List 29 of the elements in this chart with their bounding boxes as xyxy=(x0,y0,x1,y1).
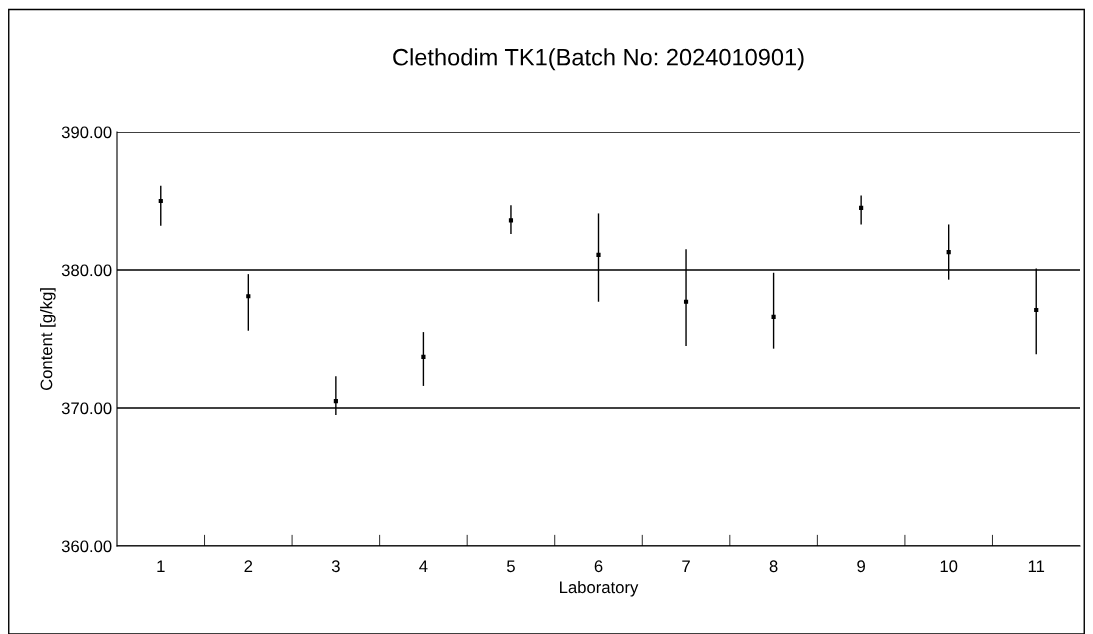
point xyxy=(508,218,514,223)
y-axis-title: Content [g/kg] xyxy=(40,288,56,391)
x-tick-label: 7 xyxy=(682,560,690,572)
x-tick-label: 2 xyxy=(244,560,253,572)
point xyxy=(421,354,426,360)
point xyxy=(596,252,601,257)
point xyxy=(333,399,338,404)
x-tick-label: 11 xyxy=(1028,560,1045,572)
x-tick-label: 4 xyxy=(419,560,428,572)
x-tick-label: 10 xyxy=(940,560,958,573)
point xyxy=(771,314,776,320)
point xyxy=(946,249,951,255)
y-tick-label: 390.00 xyxy=(61,126,112,139)
point xyxy=(683,299,689,304)
x-tick-label: 8 xyxy=(769,560,778,573)
x-tick-label: 9 xyxy=(857,560,865,573)
x-tick-label: 6 xyxy=(594,560,603,573)
y-tick-label: 370.00 xyxy=(61,402,112,415)
point xyxy=(158,198,163,204)
point xyxy=(246,294,251,299)
y-tick-label: 380.00 xyxy=(61,264,112,277)
x-axis-title: Laboratory xyxy=(560,580,639,597)
chart-title: Clethodim TK1(Batch No: 2024010901) xyxy=(393,48,804,71)
point xyxy=(1034,307,1039,313)
point xyxy=(859,205,864,210)
x-tick-label: 3 xyxy=(331,560,340,573)
x-tick-label: 1 xyxy=(157,560,165,572)
x-tick-label: 5 xyxy=(506,560,515,573)
y-tick-label: 360.00 xyxy=(61,540,112,553)
